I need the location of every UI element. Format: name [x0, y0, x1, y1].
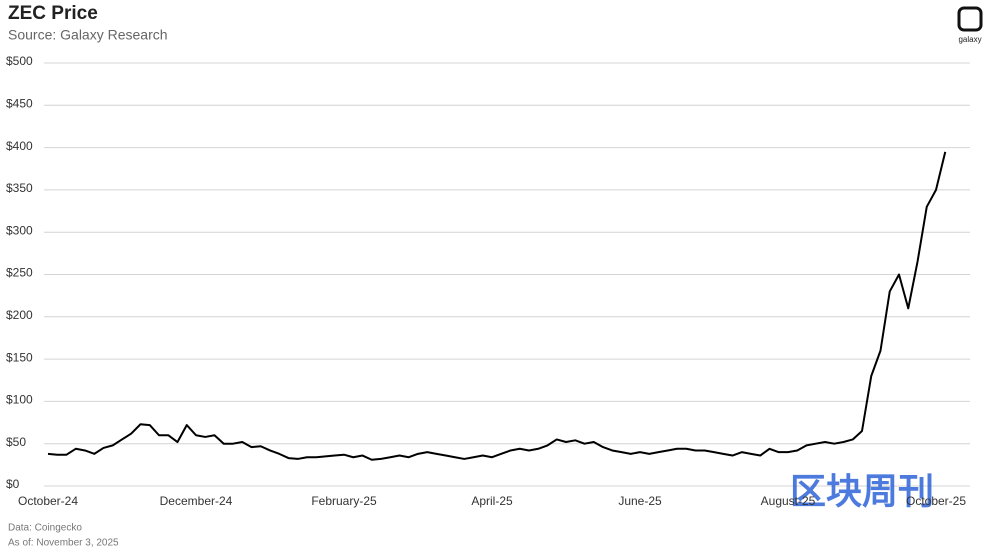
footnote: As of: November 3, 2025	[8, 538, 119, 549]
y-tick-label: $100	[6, 393, 33, 407]
x-tick-label: October-25	[906, 494, 966, 508]
logo-text: galaxy	[958, 35, 981, 44]
chart-subtitle: Source: Galaxy Research	[8, 27, 168, 43]
price-line	[47, 151, 947, 461]
chart-title: ZEC Price	[8, 3, 98, 24]
watermark: 区块周刊	[790, 471, 934, 512]
y-tick-label: $300	[6, 223, 33, 237]
x-tick-label: December-24	[160, 494, 233, 508]
y-tick-label: $200	[6, 308, 33, 322]
x-tick-label: April-25	[471, 494, 513, 508]
x-tick-label: June-25	[618, 494, 662, 508]
footnote: Data: Coingecko	[8, 523, 82, 534]
y-tick-label: $450	[6, 96, 33, 110]
y-tick-label: $250	[6, 266, 33, 280]
logo-icon	[957, 6, 983, 32]
y-tick-label: $50	[6, 435, 26, 449]
y-tick-label: $400	[6, 139, 33, 153]
y-tick-label: $500	[6, 54, 33, 68]
y-tick-label: $150	[6, 350, 33, 364]
x-tick-label: October-24	[18, 494, 78, 508]
y-tick-label: $0	[6, 477, 20, 491]
y-tick-label: $350	[6, 181, 33, 195]
x-tick-label: August-25	[761, 494, 816, 508]
x-tick-label: February-25	[311, 494, 377, 508]
